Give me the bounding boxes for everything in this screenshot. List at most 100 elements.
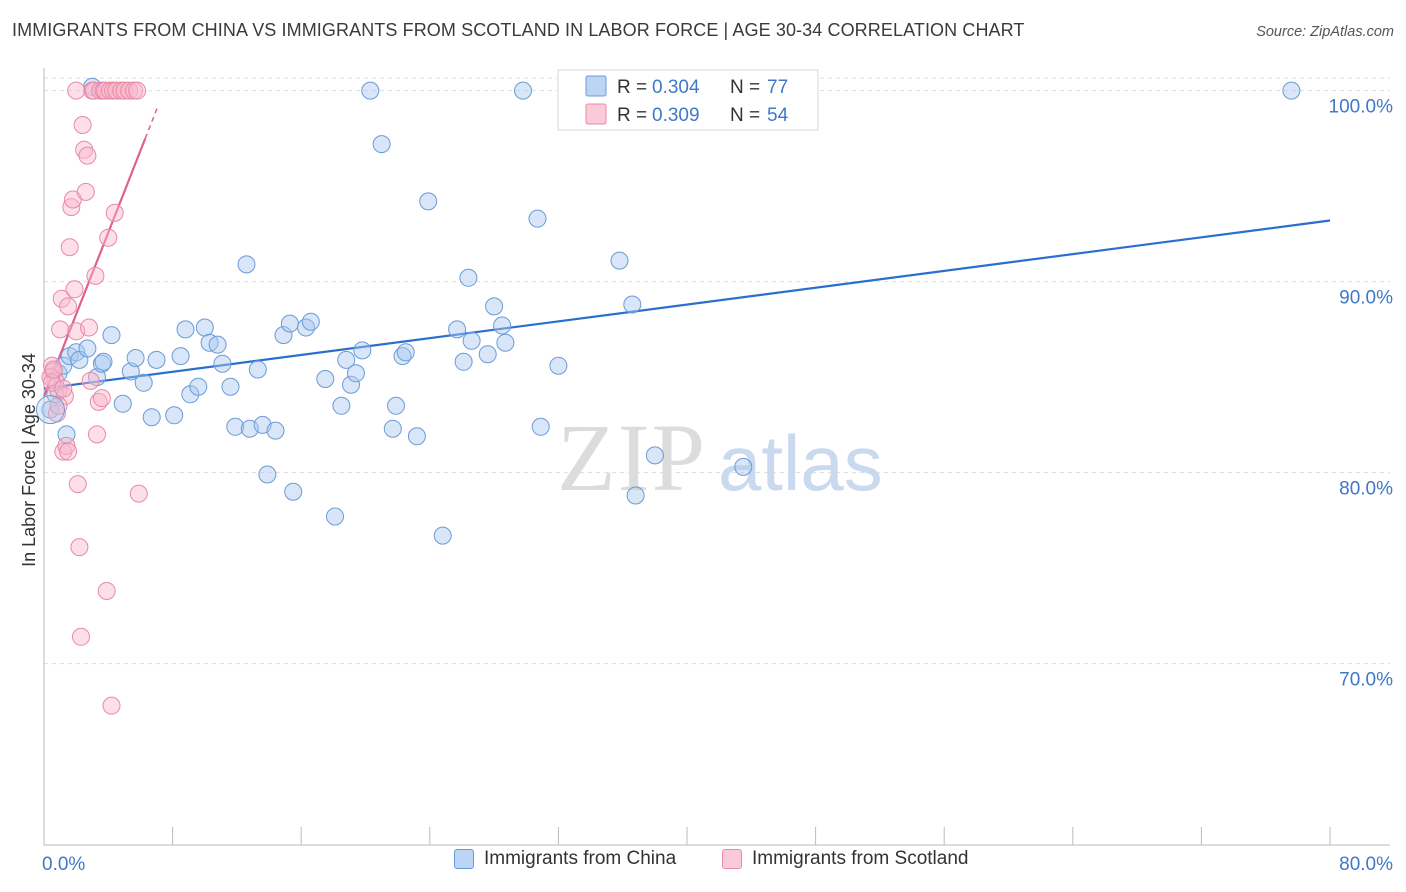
data-point-china — [459, 268, 478, 287]
data-point-china — [623, 295, 642, 314]
data-point-scotland — [88, 425, 106, 444]
legend-r-value: 0.309 — [652, 105, 700, 126]
legend-item-china[interactable]: Immigrants from China — [454, 848, 676, 870]
data-point-china — [419, 192, 438, 211]
y-tick-label: 100.0% — [1329, 97, 1394, 118]
labels-layer: 70.0% 80.0% 90.0% 100.0% 0.0% 80.0% In Labor F… — [19, 97, 1393, 875]
series-scotland — [41, 81, 148, 715]
data-point-china — [454, 352, 473, 371]
data-point-scotland — [70, 538, 89, 557]
x-tick-label: 80.0% — [1339, 854, 1393, 875]
data-point-scotland — [105, 203, 124, 222]
data-point-china — [102, 326, 121, 345]
data-point-scotland — [52, 289, 71, 308]
data-point-china — [346, 364, 365, 383]
data-point-china — [284, 482, 303, 501]
data-point-china — [195, 318, 214, 337]
y-tick-label: 70.0% — [1339, 670, 1393, 691]
data-point-china — [176, 320, 195, 339]
series-legend: Immigrants from China Immigrants from Sc… — [0, 848, 1406, 880]
data-point-china — [626, 486, 645, 505]
legend-r-label: R = — [617, 105, 652, 126]
y-axis-label: In Labor Force | Age 30-34 — [19, 353, 39, 567]
data-point-scotland — [49, 396, 68, 415]
data-point-scotland — [62, 198, 81, 217]
legend-label-scotland: Immigrants from Scotland — [752, 848, 969, 869]
y-tick-label: 90.0% — [1339, 288, 1393, 309]
data-point-scotland — [67, 81, 86, 100]
data-point-scotland — [128, 81, 147, 100]
data-point-china — [316, 370, 335, 388]
data-point-china — [78, 339, 97, 358]
data-point-china — [514, 81, 532, 100]
data-point-china — [396, 343, 415, 362]
data-point-china — [485, 297, 504, 316]
data-point-china — [266, 421, 285, 440]
legend-r-value: 0.304 — [652, 77, 700, 98]
legend-swatch-china — [585, 75, 607, 97]
data-point-scotland — [65, 280, 84, 299]
data-point-china — [126, 349, 145, 367]
data-point-scotland — [115, 81, 134, 100]
data-point-china — [297, 318, 315, 337]
data-point-china — [528, 209, 547, 228]
data-point-china — [372, 135, 391, 154]
data-point-china — [448, 320, 467, 339]
trendline-scotland-extension — [144, 104, 160, 139]
data-point-scotland — [51, 320, 70, 339]
legend-swatch-scotland — [585, 103, 607, 125]
watermark-zip: ZIP — [557, 404, 707, 511]
data-point-china — [121, 362, 140, 381]
legend-n-value: 77 — [767, 77, 788, 98]
data-point-china — [342, 375, 360, 394]
data-point-china — [113, 394, 132, 413]
data-point-scotland — [102, 696, 121, 715]
data-point-china — [142, 408, 161, 427]
data-point-china — [549, 356, 568, 375]
data-point-scotland — [97, 582, 116, 600]
data-point-scotland — [76, 182, 95, 201]
data-point-scotland — [68, 475, 87, 494]
data-point-china — [237, 255, 256, 274]
data-point-china-large — [35, 395, 65, 425]
data-point-china — [213, 354, 232, 373]
data-point-scotland — [75, 140, 94, 159]
trend-layer — [42, 104, 1331, 397]
y-tick-label: 80.0% — [1339, 479, 1393, 500]
data-point-china — [337, 350, 356, 369]
chart-title: IMMIGRANTS FROM CHINA VS IMMIGRANTS FROM… — [12, 20, 1025, 40]
data-point-china — [301, 312, 320, 331]
data-point-china — [387, 396, 405, 415]
data-point-scotland — [44, 360, 63, 379]
legend-swatch-scotland — [722, 849, 742, 869]
data-point-china — [531, 417, 550, 436]
data-point-scotland — [60, 238, 79, 257]
data-point-china — [645, 446, 664, 465]
legend-label-china: Immigrants from China — [484, 848, 677, 869]
data-point-china — [332, 396, 351, 415]
data-point-china — [462, 331, 481, 350]
data-point-china — [165, 406, 184, 425]
watermark: ZIP atlas — [557, 404, 883, 511]
trendline-china — [43, 219, 1331, 390]
legend-n-label: N = — [730, 105, 765, 126]
data-point-scotland — [86, 266, 105, 285]
data-point-china — [361, 81, 380, 100]
data-point-china — [433, 526, 452, 545]
chart-source: Source: ZipAtlas.com — [1256, 24, 1394, 40]
data-point-scotland — [73, 116, 92, 134]
data-point-scotland — [54, 379, 73, 398]
data-point-scotland — [80, 318, 98, 337]
legend-swatch-china — [454, 849, 474, 869]
legend-n-label: N = — [730, 77, 765, 98]
points-layer — [35, 77, 1301, 715]
data-point-china — [280, 314, 299, 333]
data-point-china — [147, 350, 166, 369]
legend-item-scotland[interactable]: Immigrants from Scotland — [722, 848, 968, 870]
legend-r-label: R = — [617, 77, 652, 98]
data-point-china — [226, 417, 245, 436]
data-point-china — [274, 326, 293, 345]
correlation-legend: R = 0.304 N = 77 R = 0.309 N = 54 — [557, 69, 819, 131]
data-point-china — [496, 333, 515, 352]
axes-layer — [43, 68, 1390, 846]
